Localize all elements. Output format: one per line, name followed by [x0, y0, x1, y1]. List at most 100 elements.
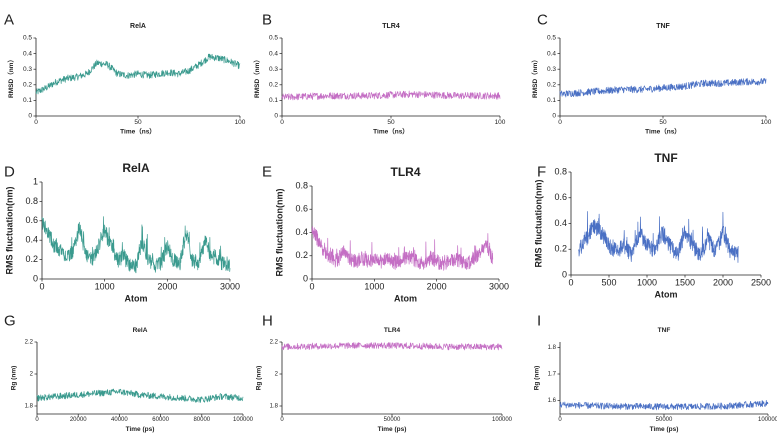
x-axis-label: Atom — [394, 293, 417, 303]
y-tick-label: 0 — [562, 269, 567, 279]
chart-title: RelA — [133, 327, 148, 334]
y-tick-label: 0.8 — [295, 180, 308, 190]
x-tick-label: 2000 — [713, 277, 733, 287]
x-axis-label: Atom — [655, 289, 678, 299]
x-tick-label: 2000 — [427, 281, 447, 291]
x-axis-label: Time (ps) — [126, 426, 155, 433]
x-tick-label: 500 — [601, 277, 616, 287]
x-tick-label: 50 — [387, 119, 395, 126]
y-tick-label: 0.3 — [23, 66, 32, 73]
y-tick-label: 0.4 — [547, 50, 556, 57]
x-tick-label: 50000 — [384, 417, 401, 423]
series-line-tnf — [578, 211, 739, 263]
panel-d: D RelA 0 0.2 0.4 0.6 0.8 1 0 1000 2000 3000 Atom RMS … — [4, 161, 240, 303]
y-tick-label: 0.6 — [554, 192, 567, 202]
chart-title: RelA — [130, 23, 146, 30]
chart-title: TNF — [656, 23, 670, 30]
x-tick-label: 60000 — [152, 417, 169, 423]
x-tick-label: 0 — [558, 119, 562, 126]
x-tick-label: 2500 — [751, 277, 771, 287]
x-tick-label: 0 — [309, 281, 314, 291]
x-tick-label: 0 — [280, 119, 284, 126]
y-tick-label: 0.6 — [25, 215, 38, 225]
x-tick-label: 1000 — [364, 281, 384, 291]
y-tick-label: 0.2 — [547, 82, 556, 89]
panel-c: C TNF 0 0.1 0.2 0.3 0.4 0.5 0 50 100 Time（ns） RMSD（n… — [531, 11, 772, 135]
series-line-tnf — [559, 77, 767, 98]
x-tick-label: 1500 — [675, 277, 695, 287]
panel-letter: D — [4, 163, 15, 180]
x-tick-label: 0 — [35, 417, 39, 423]
x-tick-label: 20000 — [70, 417, 87, 423]
x-tick-label: 40000 — [111, 417, 128, 423]
y-tick-label: 2 — [275, 372, 279, 378]
chart-title: TLR4 — [382, 23, 400, 30]
panel-a: A RelA 0 0.1 0.2 0.3 0.4 0.5 0 50 100 Time（ns） RMSD（… — [4, 11, 246, 135]
panel-letter: E — [262, 163, 272, 180]
y-axis-label: RMSD（nm） — [7, 56, 15, 98]
series-line-tlr4 — [281, 342, 503, 351]
y-tick-label: 0.5 — [23, 35, 32, 42]
series-line-rela — [35, 53, 241, 95]
series-line-tlr4 — [281, 90, 501, 101]
y-tick-label: 0.4 — [23, 50, 32, 57]
chart-title: RelA — [122, 161, 150, 175]
y-axis-label: RMSD（nm） — [531, 56, 539, 98]
y-tick-label: 0.4 — [295, 227, 308, 237]
x-tick-label: 100 — [761, 119, 772, 126]
panel-letter: C — [537, 11, 548, 28]
panel-g: G RelA 1.8 2 2.2 0 20000 40000 60000 80000 100000 T… — [4, 312, 254, 433]
y-tick-label: 0 — [303, 273, 308, 283]
y-tick-label: 0.2 — [269, 82, 278, 89]
series-line-rela — [41, 216, 231, 274]
panel-letter: I — [537, 312, 541, 329]
panel-letter: G — [4, 312, 16, 329]
y-tick-label: 0.4 — [554, 218, 567, 228]
y-tick-label: 0 — [33, 273, 38, 283]
y-axis-label: Rg (nm) — [255, 366, 262, 391]
x-tick-label: 0 — [280, 417, 284, 423]
y-tick-label: 0.2 — [554, 244, 567, 254]
y-tick-label: 0.4 — [269, 50, 278, 57]
x-tick-label: 100 — [235, 119, 246, 126]
chart-title: TLR4 — [391, 165, 421, 179]
y-tick-label: 0.1 — [23, 97, 32, 104]
x-axis-label: Time（ns） — [373, 128, 409, 136]
y-axis-label: RMS fluctuation(nm) — [275, 189, 285, 277]
y-tick-label: 1.8 — [548, 345, 557, 351]
y-axis-label: RMS fluctuation(nm) — [534, 180, 544, 268]
y-tick-label: 0.6 — [295, 204, 308, 214]
y-tick-label: 0.3 — [269, 66, 278, 73]
y-tick-label: 0 — [552, 113, 556, 120]
y-tick-label: 2.2 — [270, 340, 279, 346]
panel-i: I TNF 1.6 1.7 1.8 0 50000 100000 Time (ps) Rg (nm… — [533, 312, 777, 433]
x-tick-label: 100000 — [758, 417, 777, 423]
y-tick-label: 0 — [28, 113, 32, 120]
x-axis-label: Time (ps) — [650, 426, 679, 433]
series-line-rela — [36, 388, 244, 403]
y-tick-label: 0.8 — [25, 196, 38, 206]
x-tick-label: 80000 — [193, 417, 210, 423]
x-axis-label: Atom — [125, 293, 148, 303]
panel-f: F TNF 0 0.2 0.4 0.6 0.8 0 500 1000 1500 2000 2500 Ato… — [534, 151, 771, 299]
x-tick-label: 50000 — [656, 417, 673, 423]
x-tick-label: 3000 — [220, 281, 240, 291]
y-axis-label: RMSD（nm） — [253, 56, 261, 98]
x-tick-label: 0 — [39, 281, 44, 291]
y-tick-label: 0 — [274, 113, 278, 120]
y-tick-label: 1.8 — [25, 404, 34, 410]
y-tick-label: 0.5 — [547, 35, 556, 42]
chart-title: TNF — [654, 151, 677, 165]
y-tick-label: 2 — [30, 372, 34, 378]
x-tick-label: 100000 — [492, 417, 513, 423]
x-tick-label: 0 — [568, 277, 573, 287]
y-axis-label: RMS fluctuation(nm) — [5, 187, 15, 275]
chart-title: TNF — [658, 327, 671, 334]
panel-letter: F — [537, 163, 546, 180]
x-tick-label: 1000 — [95, 281, 115, 291]
x-tick-label: 50 — [134, 119, 142, 126]
x-axis-label: Time（ns） — [120, 128, 156, 136]
y-tick-label: 0.2 — [295, 250, 308, 260]
series-line-tnf — [559, 399, 769, 411]
